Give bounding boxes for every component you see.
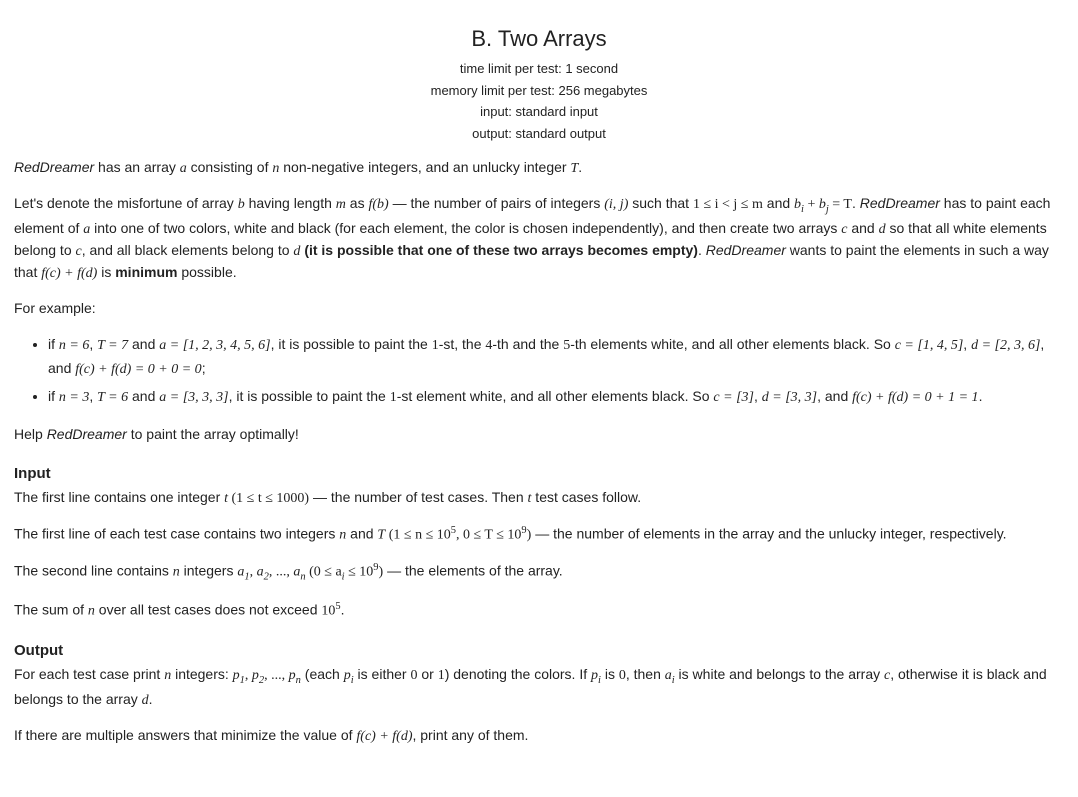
problem-title: B. Two Arrays: [14, 22, 1064, 55]
input-para-2: The first line of each test case contain…: [14, 523, 1064, 546]
output-heading: Output: [14, 640, 1064, 663]
output-para-2: If there are multiple answers that minim…: [14, 725, 1064, 747]
for-example-label: For example:: [14, 298, 1064, 319]
meta-time: time limit per test: 1 second: [14, 59, 1064, 79]
input-para-3: The second line contains n integers a1, …: [14, 560, 1064, 585]
help-line: Help RedDreamer to paint the array optim…: [14, 424, 1064, 445]
input-heading: Input: [14, 463, 1064, 486]
output-para-1: For each test case print n integers: p1,…: [14, 664, 1064, 711]
input-para-4: The sum of n over all test cases does no…: [14, 599, 1064, 622]
example-item-2: if n = 3, T = 6 and a = [3, 3, 3], it is…: [48, 385, 1064, 409]
bold-note: (it is possible that one of these two ar…: [304, 242, 698, 258]
actor-name: RedDreamer: [14, 159, 94, 175]
paragraph-intro: RedDreamer has an array a consisting of …: [14, 157, 1064, 179]
paragraph-misfortune: Let's denote the misfortune of array b h…: [14, 193, 1064, 284]
meta-memory: memory limit per test: 256 megabytes: [14, 81, 1064, 101]
example-item-1: if n = 6, T = 7 and a = [1, 2, 3, 4, 5, …: [48, 333, 1064, 382]
examples-list: if n = 6, T = 7 and a = [1, 2, 3, 4, 5, …: [14, 333, 1064, 410]
input-para-1: The first line contains one integer t (1…: [14, 487, 1064, 509]
meta-output: output: standard output: [14, 124, 1064, 144]
meta-input: input: standard input: [14, 102, 1064, 122]
